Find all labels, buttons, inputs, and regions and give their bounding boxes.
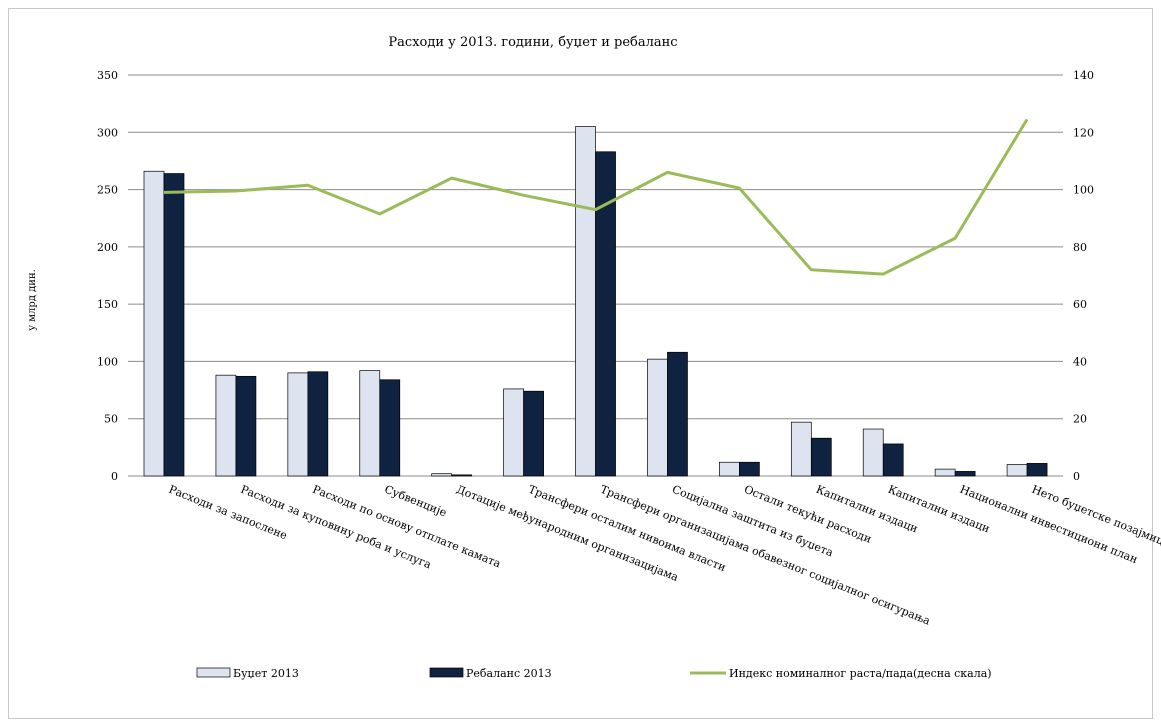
y2-tick-label: 100 [1073,184,1094,197]
bar [431,473,453,477]
bar [954,471,976,477]
y-tick-label: 250 [97,184,118,197]
bar [163,173,185,477]
bar [503,388,524,477]
legend-swatch [429,667,464,678]
bar [235,375,257,477]
bar [1006,464,1028,477]
bar [451,474,473,477]
y-tick-label: 100 [97,355,118,368]
bar [719,461,740,477]
bar [810,437,832,477]
bar [379,379,401,477]
y2-tick-label: 60 [1073,298,1087,311]
bar [143,170,165,477]
legend: Буџет 2013 Ребаланс 2013 Индекс номиналног… [196,667,992,680]
bar [790,421,812,477]
bar [667,351,688,477]
y-tick-label: 150 [97,298,118,311]
index-line [163,118,1029,276]
y2-tick-label: 40 [1073,355,1087,368]
y-tick-label: 300 [97,126,118,139]
y2-tick-label: 80 [1073,241,1087,254]
bar [523,390,544,477]
bar [882,443,904,477]
legend-label: Буџет 2013 [233,667,299,680]
bar [595,151,616,477]
y-tick-label: 350 [97,69,118,82]
bar [359,370,381,477]
bar [934,468,956,477]
y2-tick-label: 120 [1073,126,1094,139]
y2-tick-label: 0 [1073,470,1080,483]
bar [647,358,668,477]
chart-title: Расходи у 2013. години, буџет и ребаланс [388,35,677,50]
category-label: Расходи за запослене [167,483,289,542]
legend-label: Индекс номиналног раста/пада(десна скала… [729,667,992,680]
bar [287,372,309,477]
bar [1026,463,1048,477]
category-label: Трансфери организацијама обавезног социј… [598,483,932,628]
bar [307,371,329,477]
legend-label: Ребаланс 2013 [466,667,552,680]
bar [575,126,596,477]
y-tick-label: 200 [97,241,118,254]
bar [862,428,884,477]
bar [215,374,237,477]
legend-swatch [196,667,231,678]
bar [739,461,760,477]
y2-tick-label: 20 [1073,413,1087,426]
series-line [163,118,1029,276]
y-tick-label: 0 [111,470,118,483]
bars [143,126,1048,477]
y-axis-label: у млрд дин. [27,269,38,331]
y2-tick-label: 140 [1073,69,1094,82]
axis-ticks: 0 50 100 150 200 250 300 350 0 20 40 60 80 100 120 140 [97,69,1094,483]
y-tick-label: 50 [104,413,118,426]
